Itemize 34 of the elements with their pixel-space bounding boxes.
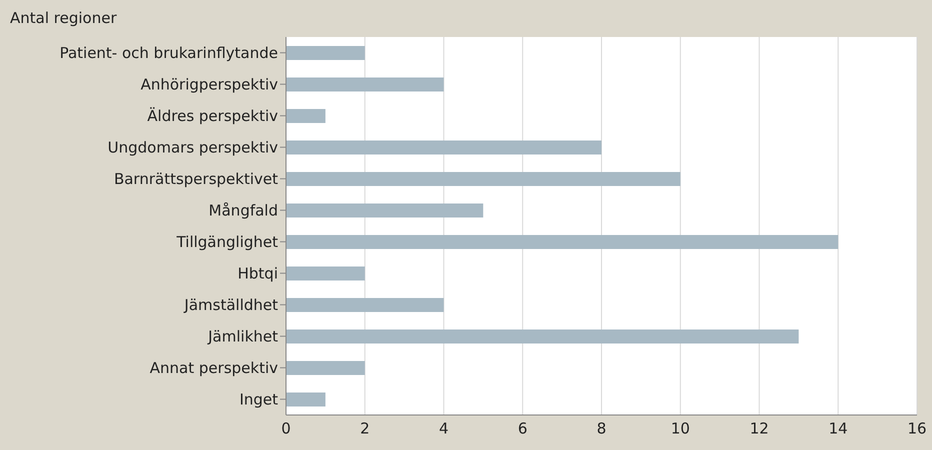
bar	[286, 392, 326, 406]
x-tick-label: 12	[750, 420, 769, 438]
bar	[286, 78, 444, 92]
x-tick-label: 0	[281, 420, 291, 438]
x-tick-label: 4	[438, 420, 449, 438]
x-tick-label: 2	[360, 420, 370, 438]
y-tick-label: Barnrättsperspektivet	[114, 170, 278, 188]
x-tick-label: 6	[518, 420, 528, 438]
y-tick-label: Jämställdhet	[183, 296, 278, 314]
x-tick-label: 8	[596, 420, 606, 438]
bar	[286, 361, 365, 375]
bar	[286, 235, 838, 249]
x-tick-label: 16	[907, 420, 927, 438]
bar	[286, 109, 326, 123]
y-tick-label: Inget	[239, 390, 278, 409]
bar	[286, 204, 484, 218]
y-tick-label: Jämlikhet	[207, 328, 278, 346]
y-tick-label: Hbtqi	[238, 264, 278, 283]
bar	[286, 266, 365, 280]
bar	[286, 172, 680, 186]
bar	[286, 298, 444, 312]
text: Antal regioner	[10, 9, 117, 27]
bar	[286, 330, 799, 344]
bar	[286, 46, 365, 60]
y-tick-label: Äldres perspektiv	[147, 107, 278, 126]
x-tick-label: 10	[670, 420, 690, 438]
y-tick-label: Annat perspektiv	[150, 359, 278, 378]
y-tick-label: Ungdomars perspektiv	[108, 138, 278, 157]
y-tick-label: Mångfald	[208, 202, 278, 220]
y-tick-label: Tillgänglighet	[176, 233, 278, 252]
y-tick-label: Patient- och brukarinflytande	[60, 44, 278, 62]
bar	[286, 140, 602, 154]
x-tick-label: 14	[828, 420, 848, 438]
y-tick-label: Anhörigperspektiv	[140, 76, 278, 94]
